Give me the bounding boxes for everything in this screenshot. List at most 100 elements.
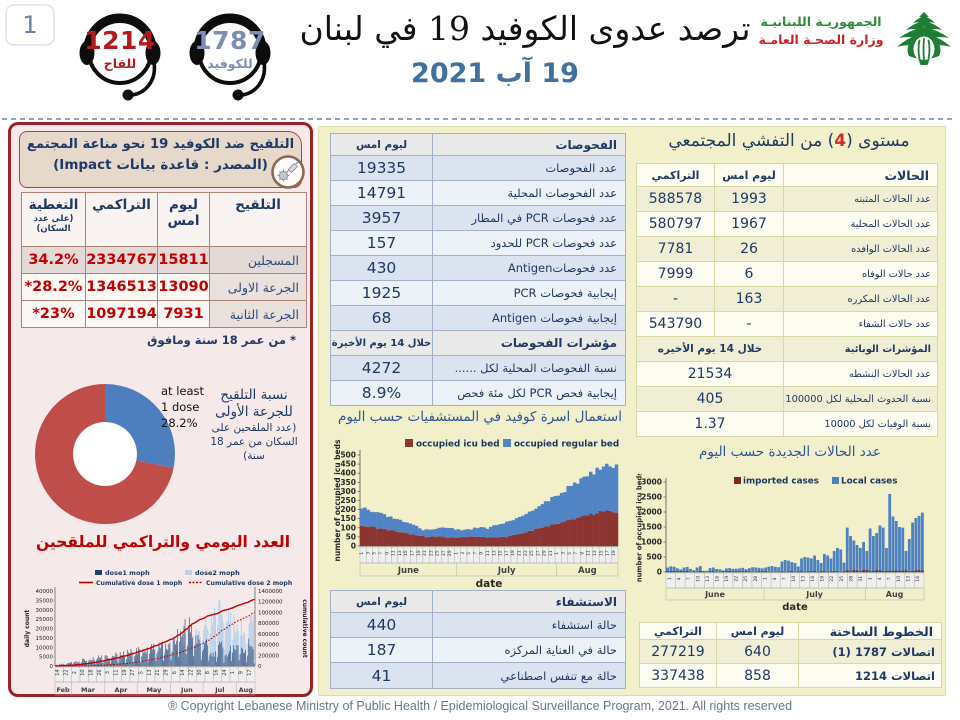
svg-text:5: 5 bbox=[567, 552, 573, 555]
svg-text:22: 22 bbox=[64, 669, 70, 675]
svg-text:occupied regular bed: occupied regular bed bbox=[514, 440, 619, 450]
outbreak-level-title: مستوى (4) من التفشي المجتمعي bbox=[668, 131, 910, 151]
svg-text:500: 500 bbox=[646, 553, 662, 562]
tests-row-label: عدد فحوصاتAntigen bbox=[432, 255, 626, 281]
cases-row-label: عدد حالات الوفاه bbox=[783, 261, 938, 287]
svg-text:3: 3 bbox=[105, 671, 111, 674]
svg-text:Cumulative dose 1 moph: Cumulative dose 1 moph bbox=[96, 580, 182, 587]
svg-text:9: 9 bbox=[384, 552, 390, 555]
epi-indicators-label: المؤشرات الوبائية bbox=[783, 336, 938, 362]
vaccination-yesterday-value: 7931 bbox=[157, 300, 210, 328]
svg-text:15: 15 bbox=[498, 550, 504, 556]
cases-cumulative-value: 7999 bbox=[636, 261, 715, 287]
svg-text:8: 8 bbox=[205, 671, 211, 674]
vaccination-table-body: المسجلين 15811 2334767 34.2% الجرعة الاولى 13… bbox=[21, 246, 307, 328]
outbreak-level-number: 4 bbox=[834, 131, 847, 151]
svg-text:28: 28 bbox=[848, 576, 854, 582]
coverage-col-header: التغطية (على عدد السكان) bbox=[21, 192, 86, 247]
svg-text:1: 1 bbox=[554, 552, 560, 555]
vaccination-yesterday-value: 13090 bbox=[157, 273, 210, 301]
svg-text:May: May bbox=[146, 686, 162, 694]
vaccination-chart-title: العدد اليومي والتراكمي للملقحين bbox=[35, 533, 291, 551]
svg-text:13: 13 bbox=[592, 550, 598, 556]
ministry-name-line1: الجمهوريـة اللبنانيـة bbox=[760, 14, 882, 29]
svg-text:5: 5 bbox=[372, 552, 378, 555]
svg-text:450: 450 bbox=[340, 460, 356, 469]
virus-vaccine-icon bbox=[271, 155, 305, 189]
svg-text:22: 22 bbox=[734, 576, 740, 582]
hotline-yesterday-value: 640 bbox=[716, 639, 799, 664]
vaccination-row-label: المسجلين bbox=[209, 246, 307, 274]
hospitalization-row-label: حالة استشفاء bbox=[432, 612, 626, 638]
svg-text:16: 16 bbox=[810, 576, 816, 582]
cases-yesterday-value: 1993 bbox=[714, 186, 784, 212]
cases-yesterday-value: - bbox=[714, 311, 784, 337]
svg-text:number of occupied icu beds: number of occupied icu beds bbox=[636, 474, 644, 582]
tests-row: عدد فحوصات PCR للحدود 157 bbox=[330, 230, 626, 256]
svg-text:31: 31 bbox=[548, 550, 554, 556]
yesterday-col-header: ليوم امس bbox=[157, 192, 210, 247]
hotline-row-label: اتصالات 1787 (1) bbox=[798, 639, 942, 664]
svg-text:1: 1 bbox=[667, 577, 673, 580]
svg-text:19: 19 bbox=[510, 550, 516, 556]
vaccination-yesterday-value: 15811 bbox=[157, 246, 210, 274]
cases-row-label: عدد الحالات المثبته bbox=[783, 186, 938, 212]
header-separator bbox=[2, 118, 956, 120]
cases-row: عدد الحالات المثبته 1993 588578 bbox=[636, 186, 938, 212]
tests-row: عدد فحوصات PCR في المطار 3957 bbox=[330, 205, 626, 231]
hospitalization-row: حالة مع تنفس اصطناعي 41 bbox=[330, 662, 626, 689]
tests-row: إيجابية فحوصات Antigen 68 bbox=[330, 305, 626, 331]
svg-text:Apr: Apr bbox=[115, 686, 129, 694]
svg-text:600000: 600000 bbox=[258, 632, 279, 638]
svg-text:5: 5 bbox=[466, 552, 472, 555]
epi-indicator-row: نسبة الوفيات لكل 10000 1.37 bbox=[636, 411, 938, 437]
tests-row-label: إيجابية فحوصات PCR bbox=[432, 280, 626, 306]
headset-icon bbox=[189, 13, 271, 101]
vaccination-cumulative-value: 1097194 bbox=[85, 300, 158, 328]
svg-text:13: 13 bbox=[906, 576, 912, 582]
svg-text:15: 15 bbox=[403, 550, 409, 556]
cases-cumulative-value: 543790 bbox=[636, 311, 715, 337]
donut-callout: at least 1 dose 28.2% bbox=[161, 383, 225, 431]
svg-text:6: 6 bbox=[172, 671, 178, 674]
tests-row-value: 68 bbox=[330, 305, 433, 331]
epi-indicator-label: عدد الحالات النشطه bbox=[783, 361, 938, 387]
svg-text:Local cases: Local cases bbox=[841, 477, 897, 487]
svg-text:3: 3 bbox=[561, 552, 567, 555]
svg-text:dose2 moph: dose2 moph bbox=[195, 569, 240, 577]
svg-text:daily count: daily count bbox=[24, 610, 31, 648]
svg-text:cumulative count: cumulative count bbox=[301, 599, 308, 658]
svg-text:29: 29 bbox=[542, 550, 548, 556]
cases-col-header: الحالات bbox=[783, 163, 938, 187]
hotline-cumulative-value: 337438 bbox=[639, 663, 717, 688]
hotline-vaccine-label: للقاح bbox=[103, 56, 137, 71]
tests-row-value: 19335 bbox=[330, 155, 433, 181]
hospitalization-row-value: 41 bbox=[330, 662, 433, 689]
svg-text:10: 10 bbox=[80, 669, 86, 675]
hospitalization-yesterday-header: ليوم امس bbox=[330, 590, 433, 613]
svg-text:7: 7 bbox=[887, 577, 893, 580]
ministry-name-line2: وزارة الصحـة العامـة bbox=[758, 32, 884, 47]
svg-text:1200000: 1200000 bbox=[258, 600, 283, 606]
svg-text:11: 11 bbox=[586, 550, 592, 556]
svg-text:Aug: Aug bbox=[578, 566, 597, 576]
beds-chart-title: استعمال اسرة كوفيد في المستشفيات حسب الي… bbox=[338, 409, 622, 425]
donut-caption-line: (عدد الملقحين على bbox=[211, 422, 297, 434]
svg-text:June: June bbox=[397, 566, 419, 576]
svg-text:11: 11 bbox=[114, 669, 120, 675]
hospitalization-col-header: الاستشفاء bbox=[432, 590, 626, 613]
tests-row: عدد فحوصاتAntigen 430 bbox=[330, 255, 626, 281]
svg-text:7: 7 bbox=[781, 577, 787, 580]
ministry-logo: الجمهوريـة اللبنانيـة وزارة الصحـة العام… bbox=[752, 8, 952, 70]
svg-text:31: 31 bbox=[858, 576, 864, 582]
hospitalization-row-value: 187 bbox=[330, 637, 433, 663]
svg-text:4: 4 bbox=[772, 577, 778, 580]
hotline-vaccine-number: 1214 bbox=[84, 26, 156, 55]
vaccination-row: المسجلين 15811 2334767 34.2% bbox=[21, 246, 307, 274]
svg-text:1400000: 1400000 bbox=[258, 589, 283, 595]
svg-text:14: 14 bbox=[55, 669, 61, 675]
donut-caption-line: سنة) bbox=[243, 450, 265, 462]
svg-text:30000: 30000 bbox=[36, 608, 54, 614]
hospitalization-row: حالة استشفاء 440 bbox=[330, 612, 626, 638]
